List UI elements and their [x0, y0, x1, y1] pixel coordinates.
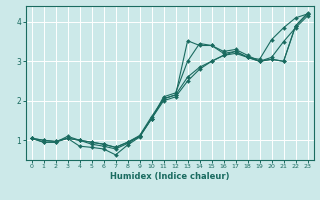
X-axis label: Humidex (Indice chaleur): Humidex (Indice chaleur) — [110, 172, 229, 181]
